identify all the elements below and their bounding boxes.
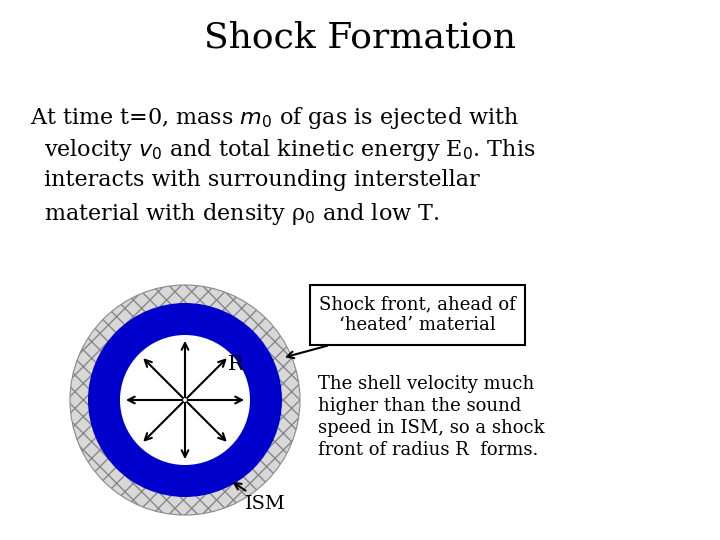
Text: material with density ρ$_0$ and low T.: material with density ρ$_0$ and low T.	[30, 201, 439, 227]
Text: Shock Formation: Shock Formation	[204, 21, 516, 55]
FancyBboxPatch shape	[310, 285, 525, 345]
Text: ISM: ISM	[234, 483, 285, 513]
Text: R: R	[228, 355, 244, 375]
Circle shape	[70, 285, 300, 515]
Text: At time t=0, mass $m_0$ of gas is ejected with: At time t=0, mass $m_0$ of gas is ejecte…	[30, 105, 519, 131]
Text: higher than the sound: higher than the sound	[318, 397, 521, 415]
Text: speed in ISM, so a shock: speed in ISM, so a shock	[318, 419, 544, 437]
Text: interacts with surrounding interstellar: interacts with surrounding interstellar	[30, 169, 480, 191]
Text: front of radius R  forms.: front of radius R forms.	[318, 441, 539, 459]
Text: The shell velocity much: The shell velocity much	[318, 375, 534, 393]
Circle shape	[120, 335, 250, 465]
Text: Shock front, ahead of
‘heated’ material: Shock front, ahead of ‘heated’ material	[319, 295, 516, 334]
Circle shape	[88, 303, 282, 497]
Text: velocity $v_0$ and total kinetic energy E$_0$. This: velocity $v_0$ and total kinetic energy …	[30, 137, 536, 163]
